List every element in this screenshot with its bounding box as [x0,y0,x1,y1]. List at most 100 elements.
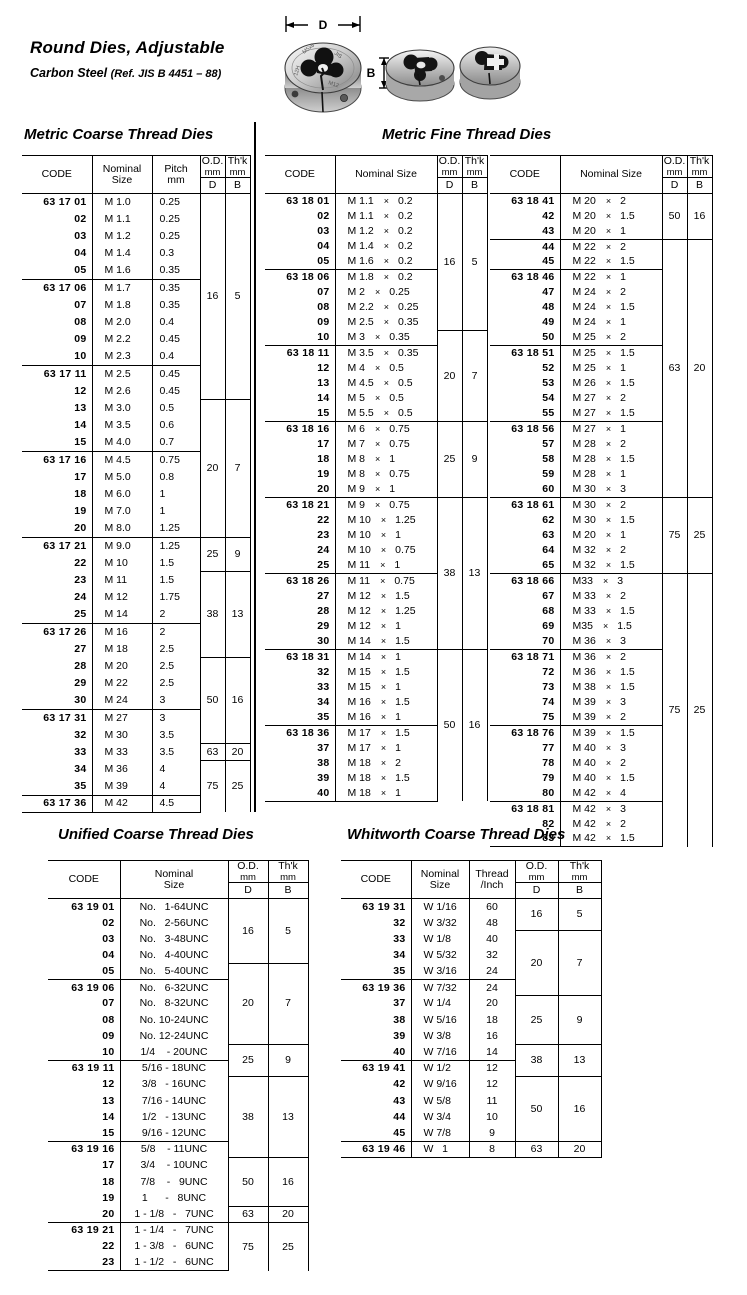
svg-text:JIS: JIS [333,51,343,61]
thread-diameter: M 40 [572,756,596,769]
outer-diameter-value: 25 [227,1043,268,1077]
multiply-sign: × [602,575,609,586]
table-row: 54 M 27 × 2 [490,390,712,407]
table-row: 03 M 1.2 × 0.2 [265,223,487,240]
table-row: 35 M 39 4 [22,777,250,796]
code-value: 63 18 11 [265,344,336,361]
thickness-value: 5 [557,898,602,931]
multiply-sign: × [605,651,612,662]
code-value: 63 19 01 [48,897,121,915]
thread-diameter: M 22 [572,240,596,253]
header-od: O.D. mm [662,155,688,178]
threads-per-inch-value: 20 [469,995,516,1012]
round-die-photo-right [458,40,522,104]
thread-pitch: 2 [620,285,626,298]
multiply-sign: × [605,438,612,449]
code-value: 63 17 11 [22,364,93,383]
svg-text:12H: 12H [293,65,302,76]
code-value: 63 18 76 [490,724,561,741]
thread-pitch: 3 [620,696,626,709]
table-row: 34 M 16 × 1.5 [265,694,487,710]
code-value: 10 [265,330,336,346]
thread-diameter: M 24 [572,285,596,298]
nominal-size-value: M 7 × 0.75 [335,436,438,452]
table-whitworth-coarse-thread-dies: CODE Nominal Size Thread/Inch O.D. mm Th'k mm D B… [341,860,602,1159]
thread-pitch: 1.5 [617,620,632,633]
code-value: 22 [22,554,93,572]
nominal-size-value: 1/2 - 13UNC [120,1108,229,1126]
code-value: 70 [490,633,561,650]
nominal-size-value: M 2.3 [92,348,153,366]
code-value: 13 [22,399,93,417]
code-value: 25 [265,558,336,574]
table-row: 63 19 31 W 1/16 60 16 5 [341,897,602,931]
pitch-value: 0.45 [152,331,201,349]
table-row: 39 W 3/8 16 [341,1028,601,1045]
multiply-sign: × [605,711,612,722]
code-value: 20 [22,520,93,538]
table-row: 02 M 1.1 × 0.2 [265,208,487,224]
code-value: 63 18 01 [265,192,336,209]
nominal-size-value: 1 - 1/2 - 6UNC [120,1254,229,1272]
code-value: 37 [265,740,336,756]
outer-diameter-value: 75 [661,572,687,847]
nominal-size-value: M 20 × 1 [560,223,663,240]
code-value: 12 [48,1076,121,1093]
table-body: CODE Nominal Size O.D. mm Th'k mm D B 63 18 01 M … [265,155,488,802]
nominal-size-value: M 22 × 2 [560,238,663,255]
multiply-sign: × [605,833,612,844]
code-value: 17 [265,436,336,452]
nominal-size-value: W 7/32 [411,978,470,996]
section-title-metric-coarse: Metric Coarse Thread Dies [24,126,214,143]
code-value: 15 [22,434,93,452]
code-value: 23 [265,527,336,543]
nominal-size-value: M 32 × 2 [560,542,663,558]
nominal-size-value: W 9/16 [411,1076,470,1093]
product-photo-group: D B [272,4,522,120]
thread-diameter: M 7 [347,437,366,450]
table-row: 37 W 1/4 20 25 9 [341,995,602,1045]
code-value: 63 19 11 [48,1059,121,1077]
nominal-size-value: M 40 × 1.5 [560,770,663,786]
code-value: 63 19 36 [341,978,412,996]
nominal-size-value: M 28 × 1 [560,466,663,483]
table-row: 50 M 25 × 2 [490,330,712,346]
table-row: 33 W 1/8 40 20 7 [341,930,602,996]
nominal-size-value: W 3/4 [411,1108,470,1126]
code-value: 08 [265,299,336,315]
outer-diameter-value: 16 [436,193,462,331]
nominal-size-value: M 3 × 0.35 [335,330,438,346]
thickness-value: 13 [557,1043,602,1077]
nominal-size-value: M 33 × 2 [560,588,663,604]
code-value: 14 [22,416,93,435]
pitch-value: 2.5 [152,657,201,675]
table-row: 68 M 33 × 1.5 [490,603,712,619]
table-row: 18 7/8 - 9UNC [48,1173,308,1190]
table-row: 63 17 11 M 2.5 0.45 [22,364,250,383]
thickness-value: 25 [224,760,251,813]
table-row: 35 W 3/16 24 [341,963,601,980]
table-header-row-1: CODE Nominal Size Pitch mm O.D. mm Th'k mm [22,155,251,194]
thread-diameter: M 3.5 [347,346,374,359]
thread-diameter: M 1.1 [347,195,374,208]
pitch-value: 0.8 [152,468,201,486]
threads-per-inch-value: 12 [469,1076,516,1093]
code-value: 63 18 71 [490,648,561,665]
code-value: 14 [48,1108,121,1126]
nominal-size-value: M 14 × 1 [335,648,438,665]
code-value: 39 [341,1028,412,1045]
thread-diameter: M 16 [347,710,371,723]
nominal-size-value: M 10 × 0.75 [335,542,438,558]
nominal-size-value: No. 6-32UNC [120,978,229,996]
code-value: 12 [265,360,336,376]
thread-pitch: 1 [620,361,626,374]
code-value: 02 [22,210,93,228]
table-row: 05 No. 5-40UNC 20 7 [48,962,309,1045]
table-row: 15 M 4.0 0.7 [22,434,250,452]
code-value: 35 [22,777,93,796]
code-value: 64 [490,542,561,558]
outer-diameter-value: 63 [199,742,225,761]
code-value: 77 [490,740,561,756]
standard-reference: (Ref. JIS B 4451 – 88) [110,68,222,80]
code-value: 15 [48,1125,121,1142]
